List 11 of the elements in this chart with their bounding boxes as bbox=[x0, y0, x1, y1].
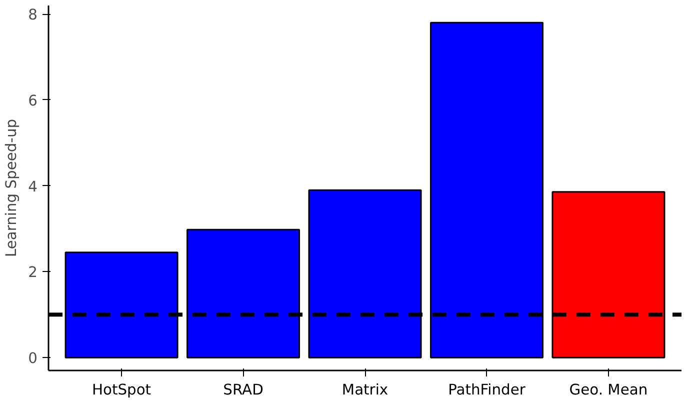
y-tick-label: 6 bbox=[28, 92, 38, 110]
y-tick-label: 2 bbox=[28, 264, 38, 282]
y-tick-label: 0 bbox=[28, 350, 38, 368]
y-axis-title: Learning Speed-up bbox=[3, 118, 20, 258]
x-tick-label: HotSpot bbox=[92, 382, 152, 398]
y-tick-label: 4 bbox=[28, 178, 38, 196]
x-tick-label: Matrix bbox=[342, 382, 388, 398]
x-tick-label: Geo. Mean bbox=[569, 382, 648, 398]
y-tick-label: 8 bbox=[28, 6, 38, 24]
x-tick-label: SRAD bbox=[223, 382, 264, 398]
x-tick-label: PathFinder bbox=[448, 382, 526, 398]
